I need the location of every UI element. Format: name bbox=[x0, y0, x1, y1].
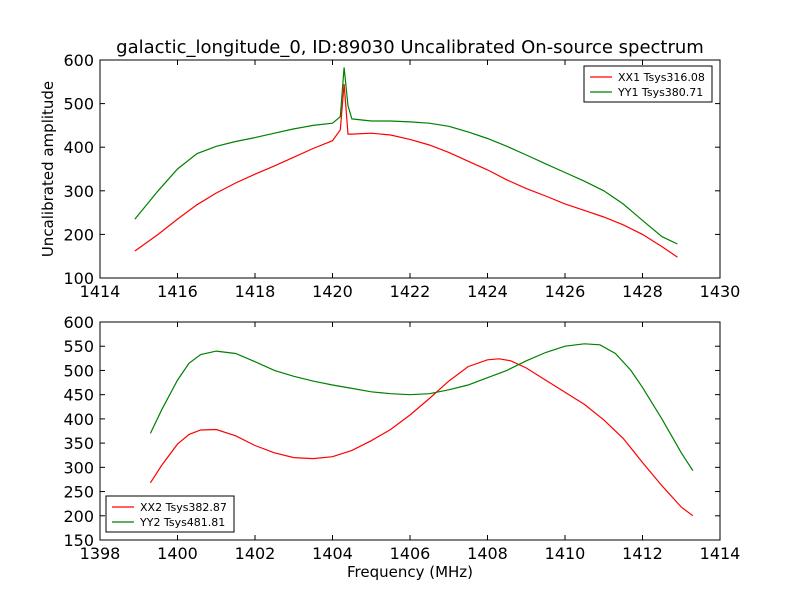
top-legend: XX1 Tsys316.08 YY1 Tsys380.71 bbox=[583, 65, 713, 103]
bottom-y-tick-label: 400 bbox=[63, 410, 94, 429]
bottom-legend-box bbox=[105, 495, 235, 533]
bottom-y-tick-label: 300 bbox=[63, 458, 94, 477]
top-x-tick-label: 1422 bbox=[390, 282, 431, 301]
figure-title: galactic_longitude_0, ID:89030 Uncalibra… bbox=[116, 37, 704, 58]
top-y-axis-label: Uncalibrated amplitude bbox=[39, 81, 57, 257]
bottom-series-xx2-line bbox=[149, 358, 694, 517]
bottom-x-tick-label: 1412 bbox=[622, 544, 663, 563]
top-x-tick-label: 1418 bbox=[235, 282, 276, 301]
bottom-series-yy2-line bbox=[149, 343, 694, 472]
bottom-y-tick-label: 200 bbox=[63, 507, 94, 526]
bottom-y-tick-label: 450 bbox=[63, 386, 94, 405]
top-legend-box bbox=[583, 65, 713, 103]
bottom-x-axis-label: Frequency (MHz) bbox=[347, 563, 473, 581]
top-x-tick-label: 1416 bbox=[157, 282, 198, 301]
bottom-y-tick-label: 550 bbox=[63, 337, 94, 356]
top-legend-entry: YY1 Tsys380.71 bbox=[617, 86, 703, 99]
top-spectrum-panel: 1414 1416 1418 1420 1422 1424 1426 1428 1430 100 2… bbox=[63, 51, 740, 301]
bottom-legend-entry: XX2 Tsys382.87 bbox=[140, 501, 227, 514]
top-x-tick-label: 1430 bbox=[700, 282, 741, 301]
top-series-xx1-line bbox=[134, 83, 678, 258]
top-series-yy1-line bbox=[134, 67, 678, 245]
top-y-tick-label: 400 bbox=[63, 138, 94, 157]
bottom-y-tick-label: 350 bbox=[63, 434, 94, 453]
bottom-x-tick-label: 1406 bbox=[390, 544, 431, 563]
bottom-y-tick-label: 500 bbox=[63, 361, 94, 380]
top-x-tick-label: 1420 bbox=[312, 282, 353, 301]
bottom-y-tick-label: 150 bbox=[63, 531, 94, 550]
bottom-x-tick-label: 1410 bbox=[545, 544, 586, 563]
top-x-tick-label: 1428 bbox=[622, 282, 663, 301]
bottom-y-tick-label: 250 bbox=[63, 483, 94, 502]
top-y-tick-label: 100 bbox=[63, 269, 94, 288]
bottom-x-tick-label: 1404 bbox=[312, 544, 353, 563]
bottom-legend-entry: YY2 Tsys481.81 bbox=[139, 516, 225, 529]
bottom-x-tick-label: 1414 bbox=[700, 544, 741, 563]
bottom-x-tick-label: 1400 bbox=[157, 544, 198, 563]
bottom-x-tick-label: 1398 bbox=[80, 544, 121, 563]
bottom-x-tick-label: 1408 bbox=[467, 544, 508, 563]
bottom-legend: XX2 Tsys382.87 YY2 Tsys481.81 bbox=[105, 495, 235, 533]
top-x-tick-label: 1426 bbox=[545, 282, 586, 301]
top-y-tick-label: 200 bbox=[63, 225, 94, 244]
top-y-tick-label: 500 bbox=[63, 95, 94, 114]
top-y-tick-label: 300 bbox=[63, 182, 94, 201]
bottom-x-tick-label: 1402 bbox=[235, 544, 276, 563]
bottom-spectrum-panel: 1398 1400 1402 1404 1406 1408 1410 1412 1414 150 2… bbox=[63, 313, 740, 563]
bottom-y-tick-label: 600 bbox=[63, 313, 94, 332]
top-y-tick-label: 600 bbox=[63, 51, 94, 70]
top-legend-entry: XX1 Tsys316.08 bbox=[618, 71, 705, 84]
top-x-tick-label: 1424 bbox=[467, 282, 508, 301]
top-x-tick-label: 1414 bbox=[80, 282, 121, 301]
